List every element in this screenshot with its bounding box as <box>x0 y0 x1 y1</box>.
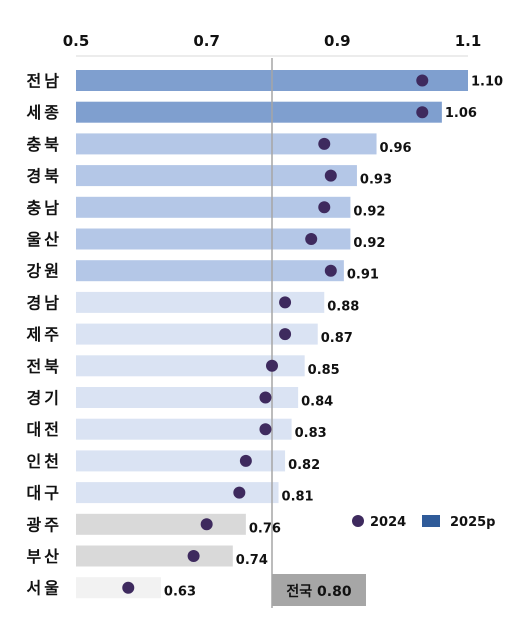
bar <box>76 101 442 123</box>
value-label: 0.76 <box>249 521 281 536</box>
value-label: 0.85 <box>308 363 340 378</box>
dot-2024 <box>239 454 252 467</box>
value-label: 0.63 <box>164 585 196 600</box>
bar <box>76 482 279 504</box>
value-label: 0.81 <box>282 490 314 505</box>
dot-2024 <box>187 550 200 562</box>
category-label: 대전 <box>27 420 62 439</box>
reference-label: 전국 0.80 <box>286 583 351 600</box>
value-label: 0.92 <box>353 204 385 219</box>
category-label: 경남 <box>27 293 62 312</box>
category-label: 전북 <box>27 357 62 376</box>
dot-2024 <box>266 359 278 372</box>
bar <box>76 291 325 313</box>
value-label: 0.92 <box>353 236 385 251</box>
value-label: 0.74 <box>236 553 268 568</box>
dot-2024 <box>259 391 272 404</box>
legend-label-2025p: 2025p <box>450 515 496 530</box>
dot-2024 <box>279 296 292 309</box>
category-label: 충남 <box>27 198 62 217</box>
bar <box>76 323 318 345</box>
bar <box>76 260 344 282</box>
category-label: 서울 <box>27 579 62 598</box>
bar <box>76 545 233 567</box>
value-labels: 1.10 1.06 0.96 0.93 0.92 0.92 0.91 0.88 0.87 0.85… <box>164 75 503 600</box>
category-label: 부산 <box>27 547 62 566</box>
value-label: 0.88 <box>327 299 359 314</box>
x-tick-label: 0.7 <box>193 32 220 50</box>
value-label: 0.82 <box>288 458 320 473</box>
dot-2024 <box>305 233 318 245</box>
dot-2024 <box>233 486 246 499</box>
value-label: 0.87 <box>321 331 353 346</box>
bar <box>76 577 161 599</box>
bar <box>76 133 377 155</box>
bar <box>76 228 351 250</box>
x-tick-label: 0.5 <box>63 32 90 50</box>
dot-series-2024 <box>122 74 429 594</box>
category-label: 인천 <box>27 452 62 471</box>
x-tick-label: 1.1 <box>455 32 482 50</box>
legend-square-marker <box>422 515 440 527</box>
bar <box>76 418 292 440</box>
dot-2024 <box>324 169 337 182</box>
dot-2024 <box>416 106 429 119</box>
category-label: 광주 <box>27 515 62 534</box>
legend-label-2024: 2024 <box>370 515 406 530</box>
value-label: 1.06 <box>445 106 477 121</box>
bar-series-2025p <box>76 70 468 599</box>
x-axis: 0.5 0.7 0.9 1.1 <box>63 32 482 57</box>
dot-2024 <box>416 74 429 87</box>
dot-2024 <box>318 201 331 214</box>
bar <box>76 165 357 187</box>
value-label: 0.84 <box>301 395 333 410</box>
dot-2024 <box>324 264 337 277</box>
bar <box>76 387 299 408</box>
national-reference: 전국 0.80 <box>271 58 366 608</box>
bar <box>76 196 351 218</box>
dot-2024 <box>279 328 292 341</box>
value-label: 0.83 <box>295 426 327 441</box>
x-tick-label: 0.9 <box>324 32 351 50</box>
bar <box>76 513 246 535</box>
bar <box>76 450 286 472</box>
dot-2024 <box>122 581 135 594</box>
value-label: 1.10 <box>471 75 503 90</box>
category-label: 경북 <box>27 167 62 186</box>
dot-2024 <box>200 518 213 531</box>
reference-box <box>272 574 366 606</box>
dot-2024 <box>318 137 331 150</box>
category-label: 경기 <box>27 389 62 408</box>
category-label: 대구 <box>27 484 62 503</box>
category-label: 전남 <box>27 72 62 91</box>
legend: 2024 2025p <box>352 515 496 530</box>
category-label: 울산 <box>27 230 62 249</box>
legend-dot-marker <box>352 515 364 527</box>
category-label: 제주 <box>27 325 62 344</box>
value-label: 0.93 <box>360 173 392 188</box>
category-label: 충북 <box>27 135 62 154</box>
value-label: 0.96 <box>380 141 412 156</box>
dot-2024 <box>259 423 272 436</box>
category-label: 강원 <box>27 262 62 281</box>
category-label: 세종 <box>27 103 62 122</box>
bar <box>76 355 305 377</box>
value-label: 0.91 <box>347 268 379 283</box>
